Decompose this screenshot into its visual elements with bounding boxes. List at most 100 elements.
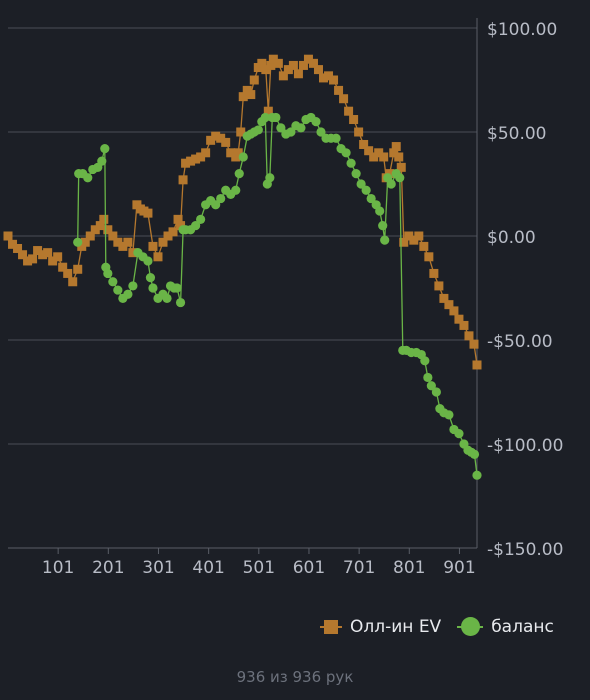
ev-point [249, 75, 259, 85]
legend-item-balance[interactable]: баланс [457, 616, 554, 638]
balance-point [83, 173, 93, 183]
ev-point [48, 256, 58, 266]
ev-point [90, 225, 100, 235]
ev-point [178, 175, 188, 185]
ev-point [339, 94, 349, 104]
ev-point [38, 250, 48, 260]
ev-point [385, 169, 395, 179]
balance-point [469, 449, 480, 459]
balance-point [380, 235, 390, 245]
ev-point [153, 252, 163, 262]
balance-point [196, 214, 206, 224]
ev-point [95, 221, 105, 231]
balance-point [234, 169, 244, 179]
balance-point [331, 133, 341, 143]
ev-point [379, 152, 389, 162]
balance-point [276, 123, 286, 133]
ev-point [261, 65, 271, 75]
balance-point [73, 237, 83, 247]
balance-point [148, 283, 158, 293]
ev-point [389, 148, 399, 158]
ev-point [53, 252, 63, 262]
balance-point [143, 256, 153, 266]
x-tick-label: 401 [192, 558, 224, 578]
balance-point [253, 125, 263, 135]
legend-item-ev[interactable]: Олл-ин EV [320, 616, 441, 638]
balance-point [444, 410, 454, 420]
ev-point [28, 254, 38, 264]
series-balance [73, 112, 482, 480]
x-tick-label: 501 [243, 558, 275, 578]
axes [8, 18, 478, 554]
ev-point [472, 360, 482, 370]
balance-point [238, 152, 248, 162]
ev-point [444, 300, 454, 310]
ev-point [113, 237, 123, 247]
balance-point [375, 206, 385, 216]
ev-point [176, 221, 186, 231]
ev-point [266, 60, 276, 70]
ev-point [13, 243, 23, 253]
balance-point [472, 470, 482, 480]
ev-point [414, 231, 424, 241]
ev-point [221, 137, 231, 147]
balance-point [423, 372, 433, 383]
ev-point [181, 158, 191, 168]
ev-point [439, 293, 449, 303]
ev-point [374, 148, 384, 158]
ev-point [58, 262, 68, 272]
ev-point [108, 231, 118, 241]
ev-point [404, 231, 414, 241]
ev-point [288, 60, 298, 70]
balance-point [286, 127, 296, 137]
ev-point [349, 115, 359, 125]
ev-point [396, 162, 406, 172]
balance-point [366, 193, 376, 204]
balance-point [395, 173, 405, 183]
ev-point [73, 264, 83, 274]
balance-point [97, 156, 107, 166]
balance-point [316, 127, 326, 137]
ev-point [80, 237, 90, 247]
ev-point [308, 58, 318, 68]
ev-point [257, 58, 267, 68]
balance-point [265, 173, 275, 183]
series-ev [3, 54, 482, 370]
ev-point [394, 152, 404, 162]
y-tick-label: $50.00 [487, 124, 546, 144]
y-tick-label: -$50.00 [487, 332, 553, 352]
ev-point [424, 252, 434, 262]
ev-point [8, 239, 18, 249]
ev-point [449, 306, 459, 316]
ev-point [434, 281, 444, 291]
ev-point [298, 60, 308, 70]
ev-point [364, 146, 374, 156]
ev-point [278, 71, 288, 81]
legend: Олл-ин EV баланс [320, 612, 554, 642]
ev-point [191, 154, 201, 164]
balance-point [191, 221, 201, 231]
x-tick-label: 101 [42, 558, 74, 578]
ev-point [186, 156, 196, 166]
ev-point [173, 214, 183, 224]
ev-point [454, 314, 464, 324]
ev-point [128, 248, 138, 258]
ev-point [409, 235, 419, 245]
legend-label-balance: баланс [491, 617, 554, 637]
y-tick-label: $0.00 [487, 228, 536, 248]
balance-point [271, 112, 281, 123]
balance-point [296, 123, 306, 133]
ev-point [391, 142, 401, 152]
balance-point [103, 268, 113, 279]
y-tick-label: -$150.00 [487, 540, 563, 560]
ev-point [211, 131, 221, 141]
ev-point [68, 277, 78, 287]
ev-point [148, 241, 158, 251]
y-tick-label: -$100.00 [487, 436, 563, 456]
balance-point [123, 289, 133, 299]
balance-point [113, 285, 123, 295]
ev-point [469, 339, 479, 349]
ev-point [238, 92, 248, 102]
ev-point [33, 246, 43, 256]
ev-point [369, 152, 379, 162]
